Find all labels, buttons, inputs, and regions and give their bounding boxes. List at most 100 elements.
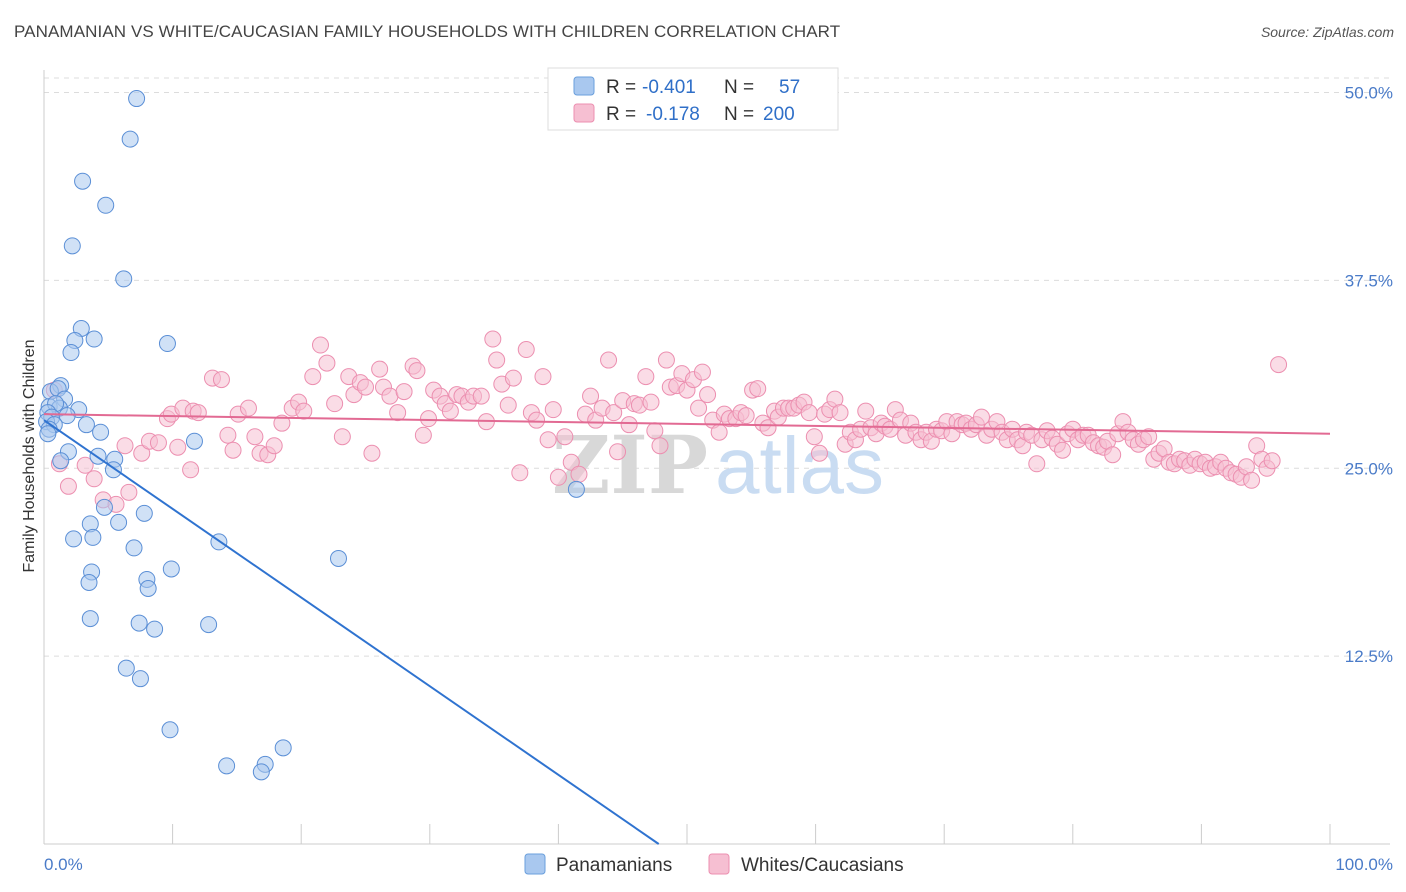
panamanian-point-42	[329, 549, 347, 567]
white-point-34	[311, 336, 329, 354]
white-point-46	[389, 404, 407, 422]
white-point-165	[1028, 455, 1046, 473]
panamanian-point-9	[158, 335, 176, 353]
legend-r-value-0: -0.401	[642, 77, 696, 98]
panamanian-point-24	[77, 416, 95, 434]
white-point-32	[295, 402, 313, 420]
white-point-2	[59, 477, 77, 495]
white-point-101	[699, 386, 717, 404]
white-point-79	[582, 387, 600, 405]
white-point-51	[420, 410, 438, 428]
panamanian-point-38	[84, 528, 102, 546]
trend-lines	[43, 413, 1331, 845]
panamanian-point-46	[80, 573, 98, 591]
x-tick-label-right: 100.0%	[1335, 855, 1393, 874]
x-tick-label-left: 0.0%	[44, 855, 83, 874]
panamanian-point-54	[161, 721, 179, 739]
white-point-73	[544, 401, 562, 419]
white-point-84	[609, 443, 627, 461]
scatter-points	[38, 90, 1288, 781]
correlation-legend: R = -0.401 N = 57 R = -0.178 N = 200	[547, 67, 839, 131]
white-point-83	[605, 404, 623, 422]
legend-n-label-1: N =	[724, 104, 754, 125]
white-point-187	[1140, 428, 1158, 446]
white-point-16	[182, 461, 200, 479]
y-tick-label-3: 50.0%	[1345, 84, 1393, 103]
white-point-42	[363, 444, 381, 462]
white-point-7	[116, 437, 134, 455]
white-point-11	[149, 434, 167, 452]
panamanian-point-48	[81, 610, 99, 628]
white-point-170	[1054, 441, 1072, 459]
white-point-108	[737, 407, 755, 425]
white-point-180	[1104, 446, 1122, 464]
panamanian-point-59	[567, 480, 585, 498]
white-point-62	[484, 330, 502, 348]
legend-r-value-1: -0.178	[646, 104, 700, 125]
white-point-112	[759, 419, 777, 437]
panamanian-point-50	[200, 616, 218, 634]
panamanian-point-55	[218, 757, 236, 775]
panamanian-point-32	[52, 452, 70, 470]
white-point-18	[189, 404, 207, 422]
tick-labels: 12.5% 25.0% 37.5% 50.0% 0.0% 100.0%	[44, 84, 1393, 874]
white-point-21	[219, 426, 237, 444]
panamanian-point-1	[121, 130, 139, 148]
y-tick-label-1: 25.0%	[1345, 459, 1393, 478]
legend-swatch-white	[573, 103, 595, 123]
legend-box	[547, 67, 839, 131]
white-point-82	[600, 351, 618, 369]
trend-line-panamanians	[43, 419, 660, 845]
series-panamanians	[38, 90, 585, 781]
legend-n-value-1: 200	[763, 104, 795, 125]
panamanian-point-34	[95, 498, 113, 516]
white-point-76	[562, 453, 580, 471]
legend-r-label-0: R =	[606, 77, 636, 98]
white-point-43	[371, 360, 389, 378]
panamanian-point-41	[125, 539, 143, 557]
trend-line-whites-caucasians	[43, 413, 1331, 435]
bottom-legend-swatch-panamanian	[524, 853, 546, 875]
panamanian-point-7	[85, 330, 103, 348]
bottom-legend-label-white: Whites/Caucasians	[741, 855, 904, 876]
panamanian-point-2	[74, 172, 92, 190]
white-point-110	[749, 380, 767, 398]
panamanian-point-44	[162, 560, 180, 578]
panamanian-point-21	[58, 407, 76, 425]
white-point-70	[528, 411, 546, 429]
bottom-legend-label-panamanian: Panamanians	[556, 855, 672, 876]
panamanian-point-35	[135, 504, 153, 522]
white-point-100	[693, 363, 711, 381]
white-point-66	[504, 369, 522, 387]
panamanian-point-3	[97, 196, 115, 214]
panamanian-point-58	[274, 739, 292, 757]
panamanian-point-57	[252, 763, 270, 781]
panamanian-point-26	[39, 425, 57, 443]
white-point-67	[511, 464, 529, 482]
white-point-89	[637, 368, 655, 386]
white-point-25	[246, 428, 264, 446]
white-point-37	[333, 428, 351, 446]
white-point-122	[810, 444, 828, 462]
chart-title: PANAMANIAN VS WHITE/CAUCASIAN FAMILY HOU…	[14, 22, 841, 41]
white-point-22	[224, 441, 242, 459]
panamanian-point-53	[131, 670, 149, 688]
legend-swatch-panamanian	[573, 76, 595, 96]
panamanian-point-39	[65, 530, 83, 548]
white-point-71	[534, 368, 552, 386]
white-point-121	[805, 428, 823, 446]
white-point-75	[556, 428, 574, 446]
white-point-47	[395, 383, 413, 401]
panamanian-point-49	[130, 614, 148, 632]
white-point-33	[304, 368, 322, 386]
white-point-207	[1243, 471, 1261, 489]
panamanian-point-4	[63, 237, 81, 255]
panamanian-point-0	[128, 90, 146, 108]
white-point-63	[488, 351, 506, 369]
panamanian-point-28	[185, 432, 203, 450]
white-point-99	[690, 399, 708, 417]
white-point-60	[472, 387, 490, 405]
white-point-50	[414, 426, 432, 444]
legend-n-value-0: 57	[779, 77, 800, 98]
